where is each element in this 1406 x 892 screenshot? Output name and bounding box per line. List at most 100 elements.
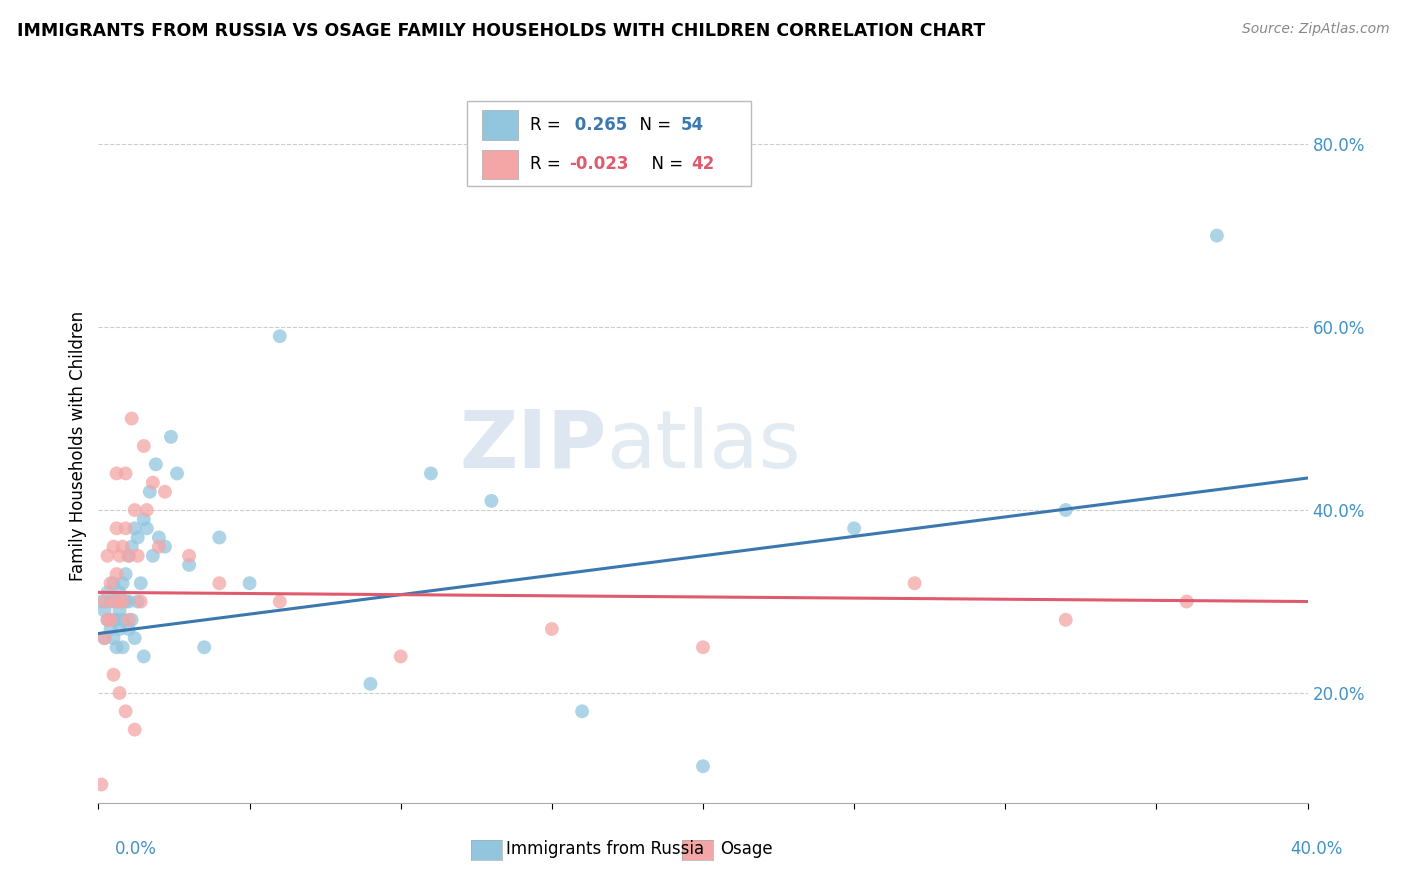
Point [93, 594, 115, 608]
Point [121, 540, 143, 554]
Point [127, 531, 149, 545]
Point [111, 540, 134, 554]
Point [108, 604, 131, 618]
Point [160, 430, 183, 444]
Point [127, 549, 149, 563]
Text: R =: R = [530, 155, 567, 173]
Point [93, 631, 115, 645]
Point [114, 567, 136, 582]
Point [269, 594, 291, 608]
Point [153, 540, 176, 554]
Point [118, 622, 141, 636]
Point [93, 631, 115, 645]
Point [1175, 594, 1198, 608]
Text: 42: 42 [690, 155, 714, 173]
Text: 40.0%: 40.0% [1291, 840, 1343, 858]
Text: IMMIGRANTS FROM RUSSIA VS OSAGE FAMILY HOUSEHOLDS WITH CHILDREN CORRELATION CHAR: IMMIGRANTS FROM RUSSIA VS OSAGE FAMILY H… [17, 22, 986, 40]
Text: Immigrants from Russia: Immigrants from Russia [506, 840, 704, 858]
Point [111, 640, 134, 655]
Point [844, 521, 866, 535]
Point [103, 631, 125, 645]
Point [1054, 503, 1077, 517]
Point [135, 521, 157, 535]
Point [114, 467, 136, 481]
Point [481, 494, 503, 508]
Point [100, 622, 122, 636]
Point [1054, 613, 1077, 627]
Point [124, 723, 146, 737]
Point [100, 576, 122, 591]
Point [100, 613, 122, 627]
Point [360, 677, 382, 691]
Point [121, 613, 143, 627]
Point [105, 567, 128, 582]
Point [103, 540, 125, 554]
Text: 0.265: 0.265 [569, 116, 627, 134]
Point [114, 594, 136, 608]
Point [105, 640, 128, 655]
Point [132, 512, 155, 526]
Text: -0.023: -0.023 [569, 155, 628, 173]
Point [145, 458, 167, 472]
Point [193, 640, 215, 655]
Point [124, 503, 146, 517]
Point [148, 531, 170, 545]
Point [179, 558, 201, 572]
Point [571, 704, 593, 718]
FancyBboxPatch shape [482, 150, 517, 179]
Point [96, 585, 118, 599]
Point [103, 613, 125, 627]
Point [904, 576, 927, 591]
Point [692, 759, 714, 773]
Point [129, 594, 152, 608]
Point [105, 521, 128, 535]
Point [129, 576, 152, 591]
Point [153, 484, 176, 499]
Point [148, 540, 170, 554]
Point [105, 613, 128, 627]
Point [108, 549, 131, 563]
Point [108, 585, 131, 599]
Point [132, 439, 155, 453]
Point [1206, 228, 1229, 243]
Point [111, 594, 134, 608]
Point [103, 576, 125, 591]
Point [90, 594, 112, 608]
FancyBboxPatch shape [482, 111, 517, 140]
Text: R =: R = [530, 116, 567, 134]
Point [103, 667, 125, 681]
Text: ZIP: ZIP [458, 407, 606, 485]
Point [132, 649, 155, 664]
Point [90, 777, 112, 791]
Point [96, 549, 118, 563]
Point [105, 594, 128, 608]
Point [111, 576, 134, 591]
Point [103, 594, 125, 608]
Point [135, 503, 157, 517]
Point [118, 594, 141, 608]
Point [139, 484, 162, 499]
Point [142, 475, 165, 490]
FancyBboxPatch shape [467, 102, 751, 186]
Point [100, 594, 122, 608]
Point [108, 686, 131, 700]
Text: Source: ZipAtlas.com: Source: ZipAtlas.com [1241, 22, 1389, 37]
Text: 54: 54 [682, 116, 704, 134]
Point [420, 467, 443, 481]
Point [540, 622, 562, 636]
Point [208, 531, 231, 545]
Point [124, 521, 146, 535]
Point [118, 549, 141, 563]
Y-axis label: Family Households with Children: Family Households with Children [69, 311, 87, 581]
Point [208, 576, 231, 591]
Point [179, 549, 201, 563]
Point [121, 411, 143, 425]
Point [114, 704, 136, 718]
Point [389, 649, 412, 664]
Point [692, 640, 714, 655]
Point [269, 329, 291, 343]
Point [118, 613, 141, 627]
Point [96, 613, 118, 627]
Text: 0.0%: 0.0% [115, 840, 157, 858]
Text: N =: N = [641, 155, 689, 173]
